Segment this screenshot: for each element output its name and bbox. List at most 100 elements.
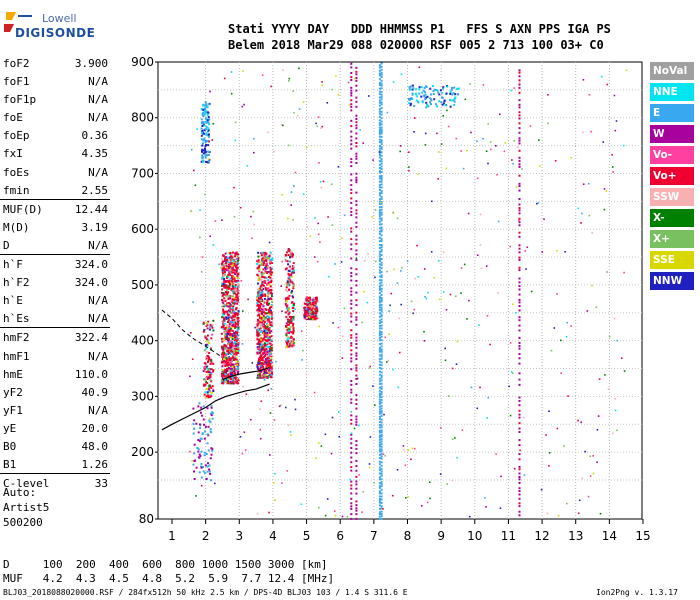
echo-point — [411, 92, 414, 95]
echo-point — [518, 174, 521, 177]
echo-point — [270, 342, 273, 345]
echo-point — [350, 349, 353, 352]
echo-point — [206, 134, 209, 137]
noise-point — [604, 374, 606, 376]
echo-point — [411, 88, 414, 91]
echo-point — [378, 160, 381, 163]
noise-point — [201, 256, 204, 258]
echo-point — [230, 359, 233, 362]
echo-point — [228, 323, 231, 326]
echo-point — [315, 305, 318, 308]
echo-point — [380, 482, 383, 485]
echo-point — [232, 376, 234, 379]
echo-point — [222, 311, 225, 313]
noise-point — [288, 80, 290, 82]
echo-point — [235, 253, 238, 256]
echo-point — [221, 325, 224, 328]
echo-point — [378, 463, 381, 466]
echo-point — [229, 353, 232, 356]
echo-point — [268, 354, 271, 357]
echo-point — [355, 509, 358, 512]
echo-point — [312, 303, 315, 306]
echo-point — [223, 323, 226, 325]
echo-point — [292, 322, 295, 325]
echo-point — [350, 502, 353, 505]
echo-point — [263, 371, 266, 374]
x-tick-label: 3 — [235, 529, 243, 543]
noise-point — [410, 300, 413, 303]
echo-point — [316, 310, 319, 313]
noise-point — [373, 481, 375, 484]
echo-point — [518, 231, 521, 234]
noise-point — [319, 241, 321, 243]
echo-point — [518, 207, 521, 210]
echo-point — [286, 260, 289, 263]
echo-point — [233, 286, 236, 289]
echo-point — [225, 337, 227, 340]
echo-point — [380, 68, 383, 71]
echo-point — [236, 287, 239, 290]
echo-point — [378, 112, 381, 115]
echo-point — [229, 277, 232, 280]
echo-point — [261, 371, 264, 374]
noise-point — [417, 275, 420, 278]
noise-point — [190, 148, 193, 151]
echo-point — [204, 151, 207, 154]
legend-item: E — [650, 104, 694, 122]
noise-point — [478, 324, 480, 326]
echo-point — [270, 357, 273, 360]
echo-point — [380, 110, 383, 113]
echo-point — [207, 462, 209, 465]
echo-point — [227, 321, 229, 323]
noise-point — [274, 499, 276, 501]
echo-point — [449, 90, 452, 93]
echo-point — [287, 313, 290, 316]
logo-graphic — [4, 12, 32, 32]
echo-point — [200, 127, 203, 130]
echo-point — [228, 295, 231, 298]
echo-point — [266, 363, 269, 366]
echo-point — [233, 269, 236, 272]
echo-point — [235, 299, 238, 302]
echo-point — [232, 263, 235, 266]
echo-point — [224, 334, 227, 337]
noise-point — [392, 81, 395, 83]
echo-point — [380, 213, 383, 216]
echo-point — [268, 362, 270, 365]
echo-point — [264, 266, 267, 269]
noise-point — [282, 69, 284, 72]
echo-point — [378, 202, 381, 205]
echo-point — [518, 269, 521, 272]
echo-point — [350, 437, 353, 440]
echo-point — [451, 93, 454, 96]
echo-point — [264, 293, 267, 296]
echo-point — [260, 293, 263, 296]
echo-point — [350, 307, 353, 310]
echo-point — [313, 301, 316, 304]
echo-point — [378, 93, 381, 96]
echo-point — [197, 456, 200, 459]
echo-point — [378, 110, 381, 113]
noise-point — [195, 495, 197, 497]
echo-point — [270, 374, 273, 377]
echo-point — [518, 400, 521, 402]
echo-point — [261, 324, 264, 327]
echo-point — [518, 353, 521, 355]
noise-point — [570, 325, 572, 327]
noise-point — [236, 347, 239, 349]
noise-point — [242, 385, 244, 388]
echo-point — [264, 270, 267, 273]
noise-point — [439, 473, 442, 475]
echo-point — [211, 449, 214, 452]
echo-point — [378, 184, 381, 187]
noise-point — [337, 166, 340, 168]
echo-point — [235, 312, 238, 315]
echo-point — [231, 344, 234, 346]
echo-point — [237, 293, 240, 295]
echo-point — [355, 268, 358, 271]
echo-point — [235, 258, 238, 260]
noise-point — [620, 357, 623, 359]
noise-point — [470, 131, 472, 134]
echo-point — [287, 282, 290, 285]
echo-point — [226, 337, 229, 340]
